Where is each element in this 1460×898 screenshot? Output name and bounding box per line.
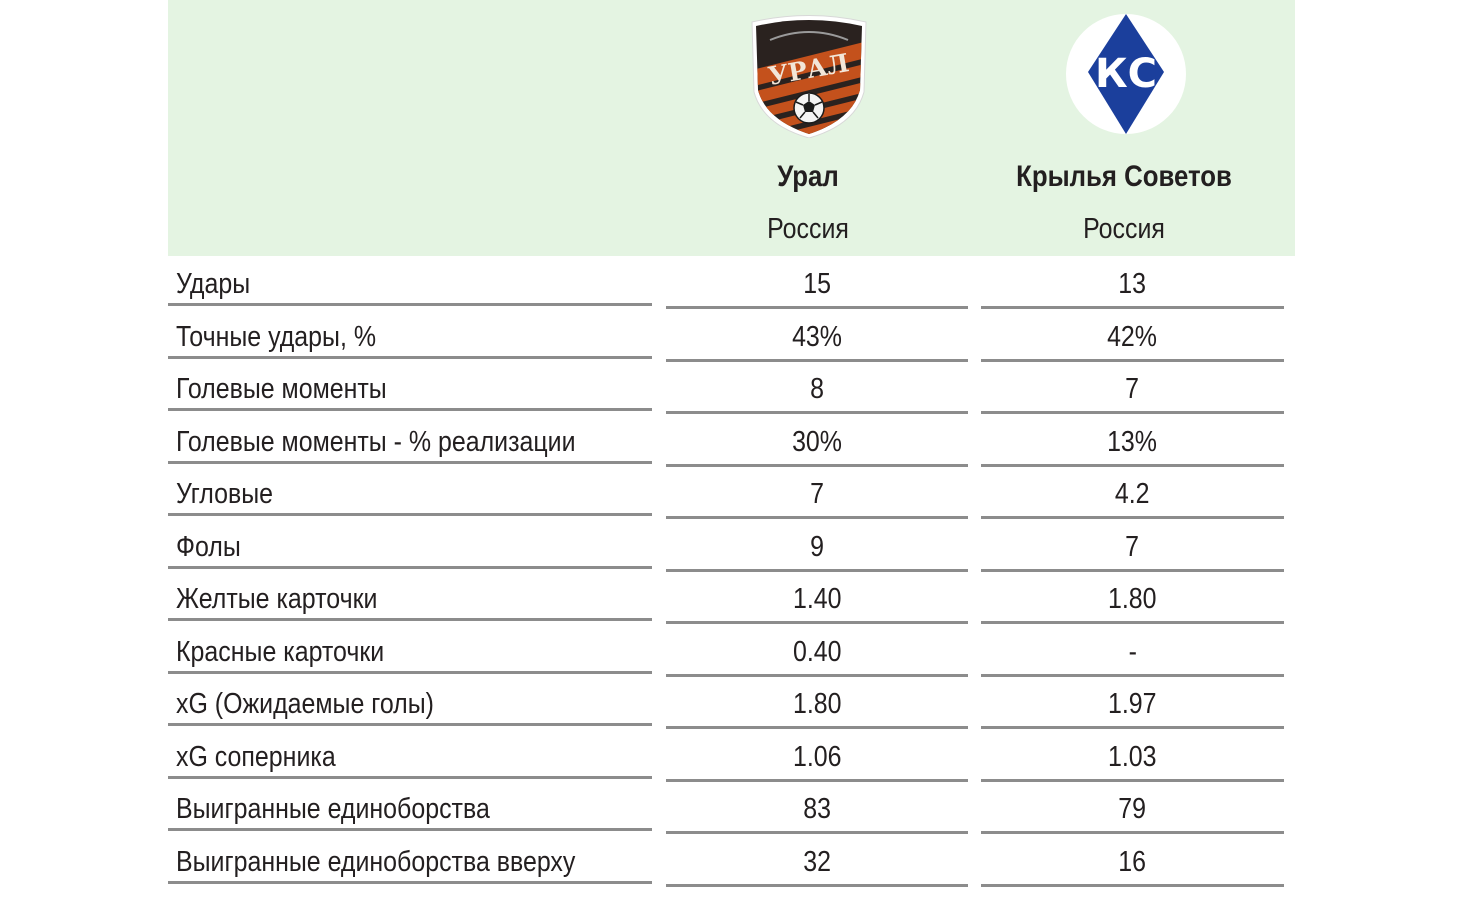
stat-row-xg: xG (Ожидаемые голы) 1.80 1.97 <box>168 676 1295 729</box>
stat-label: xG (Ожидаемые голы) <box>168 676 652 726</box>
krylia-sovetov-crest-icon: КС <box>1066 14 1186 134</box>
stat-value-ural: 15 <box>666 256 968 309</box>
stat-label: Желтые карточки <box>168 571 652 621</box>
stat-value-krylia: 13% <box>981 414 1284 467</box>
team-column-ural: УРАЛ Урал Россия <box>658 0 958 256</box>
stat-row-aerial-duels-won: Выигранные единоборства вверху 32 16 <box>168 834 1295 887</box>
stat-label: Голевые моменты - % реализации <box>168 414 652 464</box>
stat-value-krylia: 4.2 <box>981 466 1284 519</box>
stat-value-ural: 32 <box>666 834 968 887</box>
stat-value-krylia: - <box>981 624 1284 677</box>
stat-row-xg-against: xG соперника 1.06 1.03 <box>168 729 1295 782</box>
stat-value-krylia: 7 <box>981 519 1284 572</box>
stat-value-ural: 7 <box>666 466 968 519</box>
stat-row-fouls: Фолы 9 7 <box>168 519 1295 572</box>
stat-value-ural: 9 <box>666 519 968 572</box>
stat-value-krylia: 16 <box>981 834 1284 887</box>
stat-row-yellow-cards: Желтые карточки 1.40 1.80 <box>168 571 1295 624</box>
stat-value-ural: 43% <box>666 309 968 362</box>
team-stats-table: УРАЛ Урал Россия КС Крылья Советов Росси… <box>168 0 1295 898</box>
stat-label: Фолы <box>168 519 652 569</box>
team-country: Россия <box>767 213 849 245</box>
stat-value-krylia: 1.03 <box>981 729 1284 782</box>
stat-value-ural: 8 <box>666 361 968 414</box>
stat-label: xG соперника <box>168 729 652 779</box>
stat-value-krylia: 1.80 <box>981 571 1284 624</box>
stat-label: Удары <box>168 256 652 306</box>
stat-value-ural: 0.40 <box>666 624 968 677</box>
stat-value-ural: 1.80 <box>666 676 968 729</box>
table-header: УРАЛ Урал Россия КС Крылья Советов Росси… <box>168 0 1295 256</box>
team-column-krylia-sovetov: КС Крылья Советов Россия <box>974 0 1274 256</box>
team-country: Россия <box>1083 213 1165 245</box>
stat-value-krylia: 42% <box>981 309 1284 362</box>
stat-value-krylia: 79 <box>981 781 1284 834</box>
stat-row-chance-conversion: Голевые моменты - % реализации 30% 13% <box>168 414 1295 467</box>
stat-value-ural: 1.40 <box>666 571 968 624</box>
stats-rows: Удары 15 13 Точные удары, % 43% 42% Голе… <box>168 256 1295 887</box>
stat-value-ural: 30% <box>666 414 968 467</box>
stat-label: Голевые моменты <box>168 361 652 411</box>
stat-row-duels-won: Выигранные единоборства 83 79 <box>168 781 1295 834</box>
stat-label: Красные карточки <box>168 624 652 674</box>
ural-crest-icon: УРАЛ <box>751 15 867 138</box>
stat-row-chances: Голевые моменты 8 7 <box>168 361 1295 414</box>
stat-row-red-cards: Красные карточки 0.40 - <box>168 624 1295 677</box>
team-name: Крылья Советов <box>1016 160 1232 193</box>
stat-value-krylia: 1.97 <box>981 676 1284 729</box>
stat-label: Угловые <box>168 466 652 516</box>
stat-value-ural: 1.06 <box>666 729 968 782</box>
team-name: Урал <box>777 160 839 193</box>
stat-row-corners: Угловые 7 4.2 <box>168 466 1295 519</box>
stat-value-krylia: 7 <box>981 361 1284 414</box>
ural-crest-ring <box>769 31 849 41</box>
stat-label: Точные удары, % <box>168 309 652 359</box>
stat-value-krylia: 13 <box>981 256 1284 309</box>
stat-label: Выигранные единоборства <box>168 781 652 831</box>
stat-value-ural: 83 <box>666 781 968 834</box>
stat-row-shots: Удары 15 13 <box>168 256 1295 309</box>
krylia-crest-lettering: КС <box>1095 51 1157 97</box>
stat-label: Выигранные единоборства вверху <box>168 834 652 884</box>
stat-row-shots-on-target: Точные удары, % 43% 42% <box>168 309 1295 362</box>
